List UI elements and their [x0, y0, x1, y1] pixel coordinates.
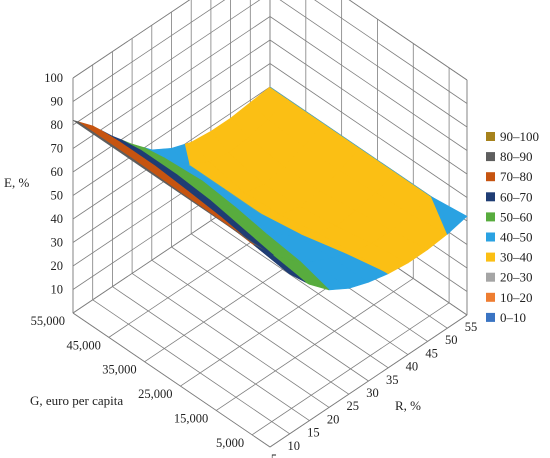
legend-swatch [486, 292, 495, 302]
z-tick-label: 50 [51, 189, 64, 203]
legend-label: 60–70 [500, 189, 533, 204]
legend-swatch [486, 192, 495, 202]
grid-line [269, 39, 468, 175]
r-axis-title: R, % [395, 398, 421, 413]
legend-swatch [486, 312, 495, 322]
surface-band-50-60 [292, 260, 330, 291]
r-tick-label: 35 [386, 373, 399, 387]
axis-line [348, 0, 468, 81]
grid-line [171, 246, 369, 382]
legend-swatch [486, 212, 495, 222]
g-tick-label: 55,000 [31, 314, 65, 328]
legend-label: 80–90 [500, 149, 533, 164]
grid-line [131, 273, 330, 408]
z-tick-label: 90 [51, 95, 64, 109]
z-tick-label: 100 [44, 71, 63, 85]
surface-band-40-50 [170, 143, 190, 167]
z-tick-label: 70 [51, 142, 64, 156]
z-tick-label: 30 [51, 236, 64, 250]
surface-plot [72, 86, 468, 291]
legend-swatch [486, 272, 495, 282]
axis-line [269, 314, 468, 448]
r-tick-label: 40 [406, 360, 419, 374]
z-tick-label: 60 [51, 165, 64, 179]
surface-band-70-80 [77, 121, 111, 139]
g-tick-label: 35,000 [102, 363, 136, 377]
grid-line [112, 286, 310, 421]
g-tick-label: 45,000 [66, 338, 100, 352]
axis-line [72, 312, 271, 448]
chart-legend: 90–100 80–90 70–80 60–70 50–60 40–50 30–40 20–3… [486, 129, 539, 325]
g-axis-title: G, euro per capita [30, 393, 123, 408]
grid-line [348, 0, 468, 81]
legend-swatch [486, 252, 495, 262]
legend-label: 30–40 [500, 250, 533, 265]
surface-band-40-50 [189, 164, 226, 190]
grid-line [210, 220, 409, 355]
surface-band-40-50 [332, 253, 389, 283]
legend-label: 40–50 [500, 230, 533, 245]
legend-label: 10–20 [500, 290, 533, 305]
g-tick-label: 5,000 [216, 436, 244, 450]
g-tick-label: 25,000 [138, 387, 172, 401]
r-tick-label: 55 [465, 320, 478, 334]
grid-line [269, 63, 468, 198]
grid-line [279, 0, 468, 128]
chart-grid [72, 0, 468, 448]
z-tick-label: 80 [51, 118, 64, 132]
z-tick-label: 40 [51, 212, 64, 226]
z-tick-label: 10 [51, 283, 64, 297]
legend-label: 70–80 [500, 169, 533, 184]
legend-swatch [486, 152, 495, 162]
r-tick-label: 15 [307, 426, 320, 440]
grid-line [92, 299, 290, 435]
legend-label: 0–10 [500, 310, 526, 325]
grid-line [314, 0, 468, 104]
axis-line [72, 0, 191, 79]
r-tick-label: 50 [445, 333, 458, 347]
legend-swatch [486, 132, 495, 141]
surface-band-40-50 [225, 189, 262, 215]
r-tick-label: 30 [366, 386, 379, 400]
grid-line [190, 233, 389, 369]
r-tick-label: 45 [425, 346, 438, 360]
r-tick-label: 10 [287, 439, 300, 453]
axes-tick-labels: 10203040506070809010055,00045,00035,0002… [31, 71, 478, 458]
r-tick-label: 5 [271, 452, 277, 458]
r-tick-label: 20 [327, 412, 340, 426]
z-axis-title: E, % [4, 175, 29, 190]
legend-label: 20–30 [500, 270, 533, 285]
grid-line [269, 16, 468, 151]
legend-swatch [486, 232, 495, 242]
z-tick-label: 20 [51, 259, 64, 273]
legend-label: 50–60 [500, 209, 533, 224]
grid-line [151, 259, 350, 395]
g-tick-label: 15,000 [174, 411, 208, 425]
legend-swatch [486, 172, 495, 182]
legend-label: 90–100 [500, 129, 539, 144]
surface-band-40-50 [430, 195, 468, 235]
surface-band-60-70 [237, 225, 274, 256]
r-tick-label: 25 [347, 399, 360, 413]
